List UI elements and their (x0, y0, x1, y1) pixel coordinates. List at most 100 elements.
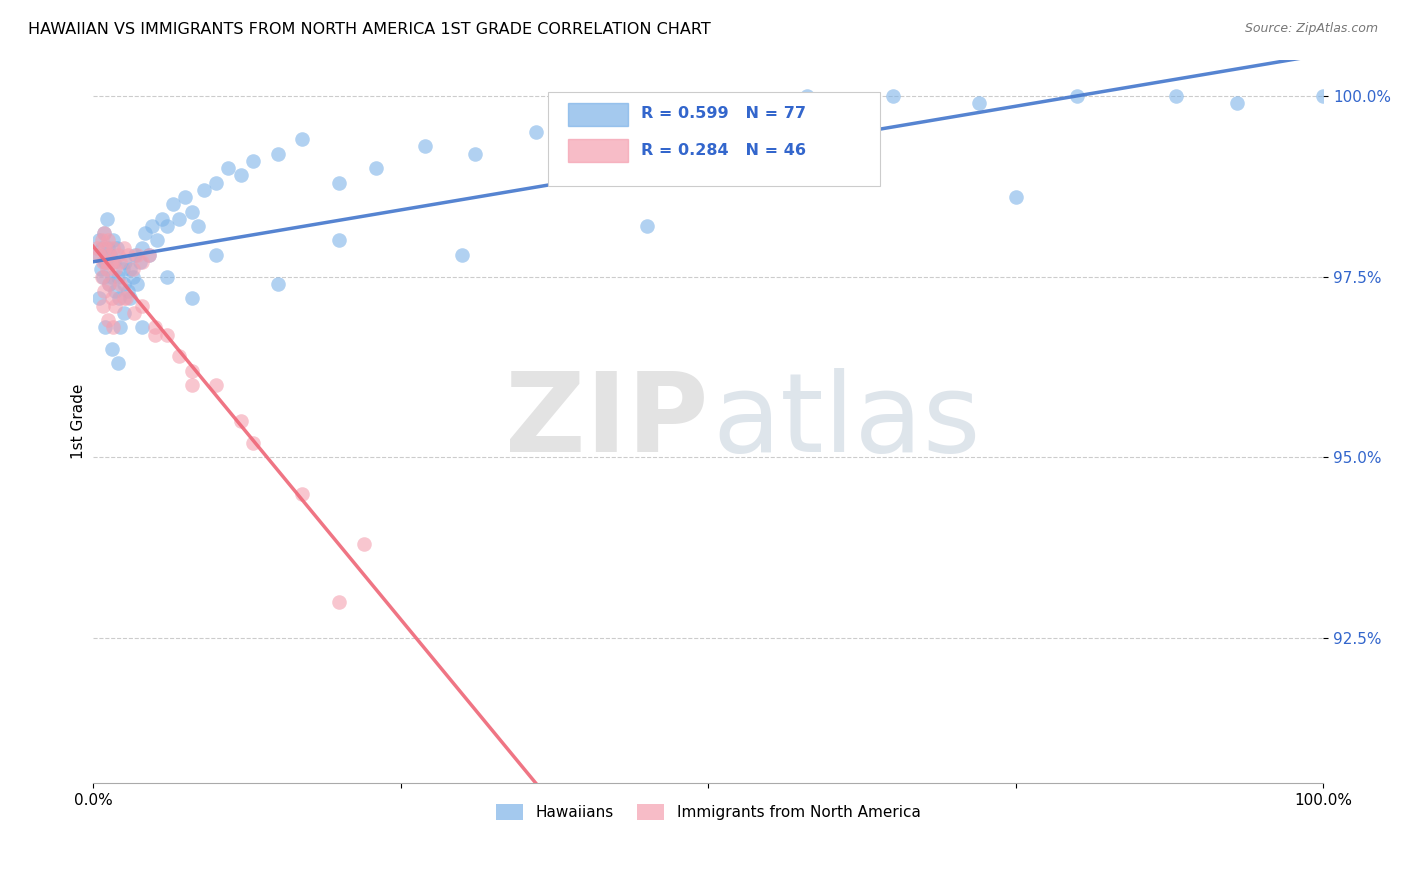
Point (131, 299, 153, 313)
Point (967, 95, 990, 110)
Point (229, 414, 252, 428)
Point (413, 139, 436, 153)
Point (463, 146, 485, 161)
Point (112, 306, 135, 320)
Point (242, 153, 264, 168)
Text: HAWAIIAN VS IMMIGRANTS FROM NORTH AMERICA 1ST GRADE CORRELATION CHART: HAWAIIAN VS IMMIGRANTS FROM NORTH AMERIC… (28, 22, 711, 37)
Point (162, 197, 184, 211)
Point (156, 219, 179, 233)
Point (291, 486, 314, 500)
Point (120, 291, 142, 305)
Point (124, 248, 146, 262)
Point (180, 378, 202, 392)
Point (94, 255, 117, 269)
Point (131, 255, 153, 269)
Point (98, 277, 121, 291)
Point (636, 219, 658, 233)
Point (97, 241, 120, 255)
Point (107, 356, 129, 370)
Point (114, 255, 136, 269)
Point (103, 255, 125, 269)
Point (117, 284, 139, 298)
Point (86, 241, 108, 255)
Point (820, 161, 842, 175)
Point (96, 255, 118, 269)
FancyBboxPatch shape (548, 92, 880, 186)
Point (90, 269, 112, 284)
Point (229, 169, 252, 183)
Point (91, 255, 114, 269)
Point (205, 248, 228, 262)
Point (131, 320, 153, 334)
Point (205, 378, 228, 392)
Point (328, 176, 350, 190)
Point (91, 269, 114, 284)
Point (107, 248, 129, 262)
Point (141, 219, 163, 233)
Point (129, 255, 152, 269)
Point (599, 111, 621, 125)
Point (180, 364, 202, 378)
Point (218, 161, 240, 175)
Point (98, 248, 121, 262)
Text: R = 0.599   N = 77: R = 0.599 N = 77 (641, 106, 806, 121)
Point (115, 291, 138, 305)
Point (174, 190, 197, 204)
Point (1164, 88, 1187, 103)
Point (105, 241, 128, 255)
Point (121, 269, 143, 284)
FancyBboxPatch shape (568, 103, 628, 126)
Point (89, 248, 111, 262)
Point (111, 262, 134, 277)
Text: atlas: atlas (711, 368, 980, 475)
Point (110, 320, 132, 334)
Point (101, 320, 124, 334)
Point (107, 269, 129, 284)
Point (101, 234, 124, 248)
Point (100, 291, 122, 305)
Point (101, 241, 124, 255)
Point (328, 234, 350, 248)
Point (120, 262, 142, 277)
FancyBboxPatch shape (568, 139, 628, 162)
Point (150, 211, 173, 226)
Point (112, 277, 135, 291)
Point (110, 277, 132, 291)
Point (100, 248, 122, 262)
Point (882, 88, 904, 103)
Point (697, 95, 720, 110)
Point (267, 146, 290, 161)
Point (97, 313, 120, 327)
Point (143, 320, 166, 334)
Point (104, 284, 127, 298)
Point (112, 241, 135, 255)
Point (98, 277, 121, 291)
Point (796, 88, 818, 103)
Point (86, 248, 108, 262)
Point (90, 241, 112, 255)
Y-axis label: 1st Grade: 1st Grade (72, 384, 86, 459)
Point (90, 234, 112, 248)
Point (127, 277, 149, 291)
Point (93, 226, 115, 240)
Text: R = 0.284   N = 46: R = 0.284 N = 46 (641, 143, 806, 158)
Point (1066, 88, 1088, 103)
Point (187, 219, 209, 233)
Point (1312, 88, 1334, 103)
Point (366, 161, 388, 175)
Point (100, 255, 122, 269)
Point (451, 248, 474, 262)
Point (93, 284, 115, 298)
Point (193, 183, 215, 197)
Point (143, 327, 166, 342)
Point (112, 291, 135, 305)
Point (122, 306, 145, 320)
Point (100, 342, 122, 356)
Point (100, 269, 122, 284)
Point (146, 234, 169, 248)
Point (104, 299, 127, 313)
Point (138, 248, 160, 262)
Point (131, 241, 153, 255)
Point (524, 125, 547, 139)
Legend: Hawaiians, Immigrants from North America: Hawaiians, Immigrants from North America (489, 797, 927, 826)
